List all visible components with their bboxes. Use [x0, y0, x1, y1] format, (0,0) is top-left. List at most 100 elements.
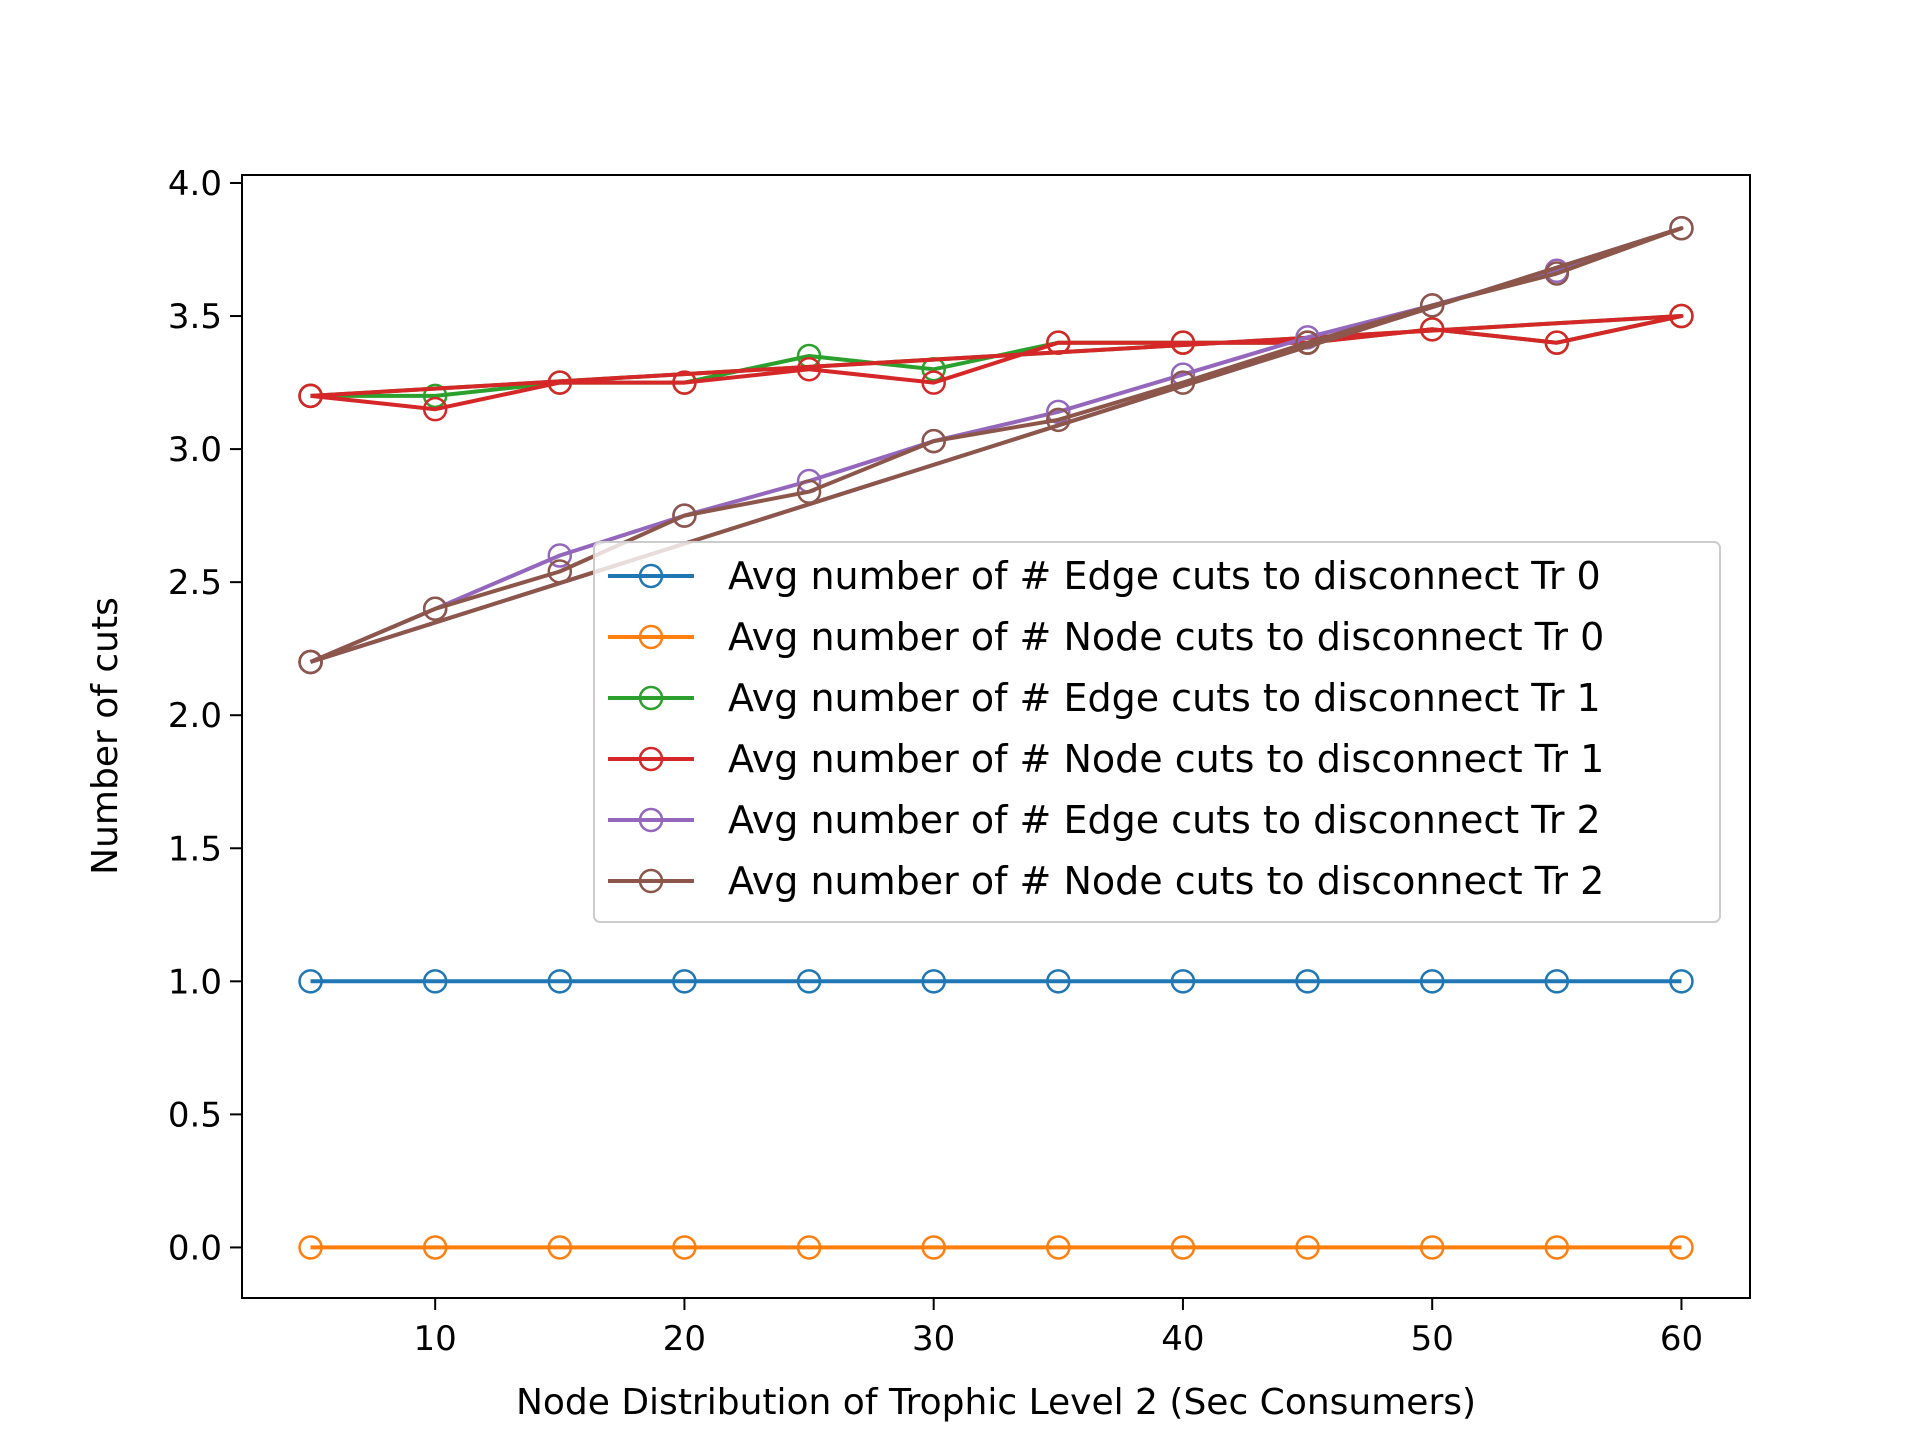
x-tick-label: 60 — [1660, 1319, 1703, 1359]
data-point — [422, 396, 448, 422]
data-point — [796, 1235, 822, 1260]
legend-item: Avg number of # Edge cuts to disconnect … — [608, 798, 1601, 842]
legend-marker — [638, 685, 664, 711]
data-point — [422, 969, 448, 994]
x-tick-label: 30 — [912, 1319, 955, 1359]
data-point — [921, 969, 946, 994]
data-point — [1419, 293, 1445, 318]
series-3 — [298, 303, 1694, 422]
legend-label: Avg number of # Node cuts to disconnect … — [728, 737, 1604, 781]
series-1 — [298, 1235, 1694, 1260]
data-point — [298, 969, 323, 994]
data-point — [921, 1235, 946, 1260]
data-point — [1295, 969, 1320, 994]
data-point — [298, 649, 323, 675]
plot-frame — [241, 174, 1751, 1299]
legend-item: Avg number of # Node cuts to disconnect … — [608, 737, 1604, 781]
x-axis: 10 20 30 40 50 60 — [414, 1298, 1703, 1359]
data-point — [422, 1235, 448, 1260]
y-tick-label: 4.0 — [168, 164, 222, 204]
legend-marker — [638, 807, 664, 833]
data-point — [1295, 330, 1320, 355]
series-layer — [298, 215, 1694, 1260]
legend-label: Avg number of # Node cuts to disconnect … — [728, 615, 1604, 659]
legend-item: Avg number of # Edge cuts to disconnect … — [608, 554, 1601, 598]
data-point — [547, 969, 573, 994]
series-line — [309, 226, 1684, 664]
data-point — [1544, 969, 1570, 994]
data-point — [1046, 330, 1071, 355]
legend-label: Avg number of # Edge cuts to disconnect … — [728, 676, 1601, 720]
legend-marker — [638, 624, 664, 650]
legend-marker — [638, 868, 664, 894]
data-point — [547, 543, 573, 568]
data-point — [422, 383, 448, 409]
data-point — [1170, 370, 1196, 395]
y-tick-label: 2.5 — [168, 563, 222, 603]
legend-label: Avg number of # Edge cuts to disconnect … — [728, 798, 1601, 842]
data-point — [1295, 1235, 1320, 1260]
legend-label: Avg number of # Edge cuts to disconnect … — [728, 554, 1601, 598]
legend-item: Avg number of # Node cuts to disconnect … — [608, 615, 1604, 659]
y-tick-label: 1.5 — [168, 829, 222, 869]
data-point — [1046, 407, 1071, 433]
data-point — [1419, 969, 1445, 994]
data-point — [1046, 399, 1071, 425]
y-tick-label: 2.0 — [168, 696, 222, 736]
data-point — [1669, 1235, 1694, 1260]
data-point — [1544, 261, 1570, 286]
data-point — [1170, 330, 1196, 355]
data-point — [298, 1235, 323, 1260]
data-point — [1419, 1235, 1445, 1260]
x-tick-label: 40 — [1161, 1319, 1204, 1359]
data-point — [796, 479, 822, 504]
data-point — [672, 370, 697, 395]
data-point — [1419, 317, 1445, 342]
data-point — [1669, 969, 1694, 994]
y-axis: 0.0 0.5 1.0 1.5 2.0 2.5 3.0 3.5 4.0 — [168, 164, 242, 1268]
x-tick-label: 50 — [1411, 1319, 1454, 1359]
data-point — [921, 370, 946, 395]
series-0 — [298, 969, 1694, 994]
data-point — [921, 428, 946, 454]
data-point — [1046, 969, 1071, 994]
data-point — [796, 969, 822, 994]
data-point — [672, 503, 697, 528]
data-point — [547, 370, 573, 395]
series-line — [309, 226, 1684, 664]
y-tick-label: 3.0 — [168, 430, 222, 470]
legend-label: Avg number of # Node cuts to disconnect … — [728, 859, 1604, 903]
series-5 — [298, 215, 1694, 675]
y-tick-label: 0.0 — [168, 1228, 222, 1268]
x-axis-label: Node Distribution of Trophic Level 2 (Se… — [516, 1382, 1476, 1423]
data-point — [298, 383, 323, 409]
x-tick-label: 20 — [663, 1319, 706, 1359]
data-point — [1170, 969, 1196, 994]
y-axis-label: Number of cuts — [85, 597, 126, 875]
data-point — [796, 357, 822, 382]
y-tick-label: 3.5 — [168, 297, 222, 337]
legend: Avg number of # Edge cuts to disconnect … — [593, 541, 1721, 923]
data-point — [1170, 1235, 1196, 1260]
series-line — [310, 314, 1684, 412]
y-tick-label: 1.0 — [168, 962, 222, 1002]
data-point — [1669, 303, 1694, 329]
legend-item: Avg number of # Edge cuts to disconnect … — [608, 676, 1601, 720]
data-point — [422, 596, 448, 622]
legend-marker — [638, 746, 664, 772]
data-point — [1544, 1235, 1570, 1260]
data-point — [1669, 215, 1694, 241]
data-point — [672, 1235, 697, 1260]
data-point — [547, 1235, 573, 1260]
legend-item: Avg number of # Node cuts to disconnect … — [608, 859, 1604, 903]
legend-box — [593, 541, 1721, 923]
legend-marker — [638, 563, 664, 589]
data-point — [547, 559, 573, 584]
y-tick-label: 0.5 — [168, 1095, 222, 1135]
x-tick-label: 10 — [414, 1319, 457, 1359]
data-point — [672, 969, 697, 994]
data-point — [1046, 1235, 1071, 1260]
data-point — [1544, 330, 1570, 355]
